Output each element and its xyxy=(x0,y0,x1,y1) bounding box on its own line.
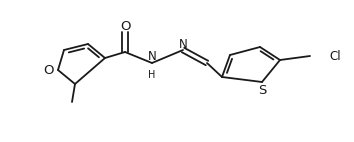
Text: O: O xyxy=(43,63,53,77)
Text: N: N xyxy=(179,37,187,51)
Text: N: N xyxy=(148,50,156,62)
Text: Cl: Cl xyxy=(329,50,341,62)
Text: O: O xyxy=(120,19,130,33)
Text: H: H xyxy=(148,70,156,80)
Text: S: S xyxy=(258,83,266,97)
